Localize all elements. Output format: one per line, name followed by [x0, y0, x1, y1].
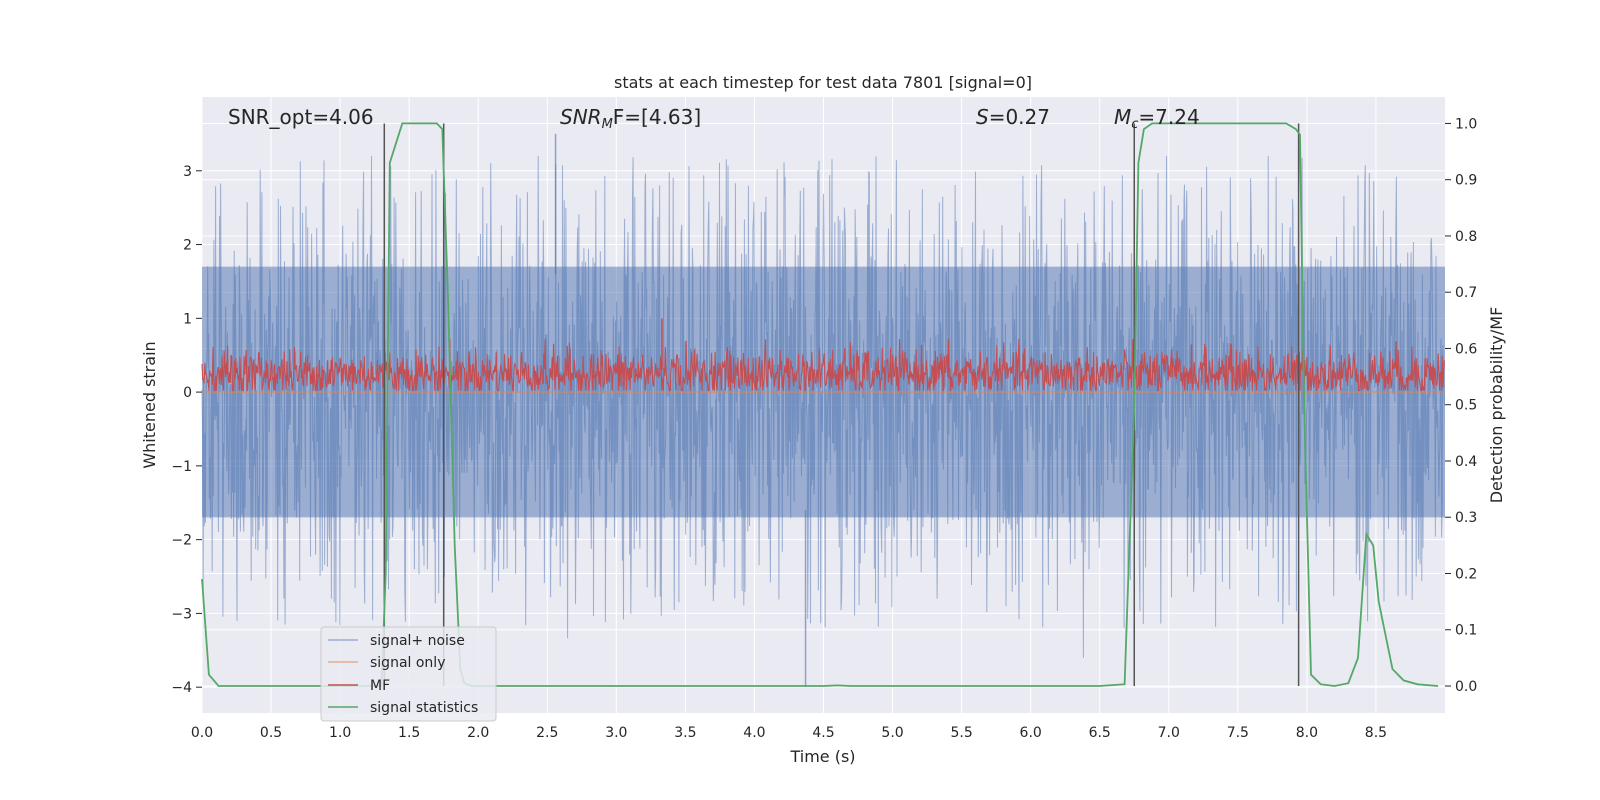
mc-label: M: [1114, 105, 1131, 129]
legend-label-statistics: signal statistics: [370, 700, 478, 716]
x-tick-label: 4.5: [812, 725, 834, 741]
y-axis-right-ticks: 0.0 0.1 0.2 0.3 0.4 0.5 0.6 0.7 0.8 0.9 1.0: [1445, 116, 1477, 695]
mf-series: [201, 318, 1445, 392]
y-right-tick-label: 0.2: [1455, 566, 1477, 582]
x-axis-label: Time (s): [789, 747, 855, 766]
x-tick-label: 7.5: [1227, 725, 1249, 741]
x-tick-label: 1.5: [398, 725, 420, 741]
legend-box: [320, 626, 497, 722]
x-tick-label: 4.0: [743, 725, 765, 741]
x-tick-label: 7.0: [1158, 725, 1180, 741]
y-left-tick-label: 0: [183, 385, 192, 401]
y-right-tick-label: 0.0: [1455, 679, 1477, 695]
y-right-tick-label: 0.5: [1455, 398, 1477, 414]
chart-title: stats at each timestep for test data 780…: [614, 73, 1032, 92]
snr-opt-annotation: SNR_opt=4.06: [228, 105, 374, 129]
y-left-tick-label: −1: [171, 459, 192, 475]
x-tick-label: 2.5: [536, 725, 558, 741]
y-right-tick-label: 1.0: [1455, 116, 1477, 132]
s-value: =0.27: [989, 105, 1050, 129]
x-tick-label: 6.0: [1020, 725, 1042, 741]
snr-mf-annotation: SNRMF=[4.63]: [560, 105, 701, 132]
y-right-tick-label: 0.4: [1455, 454, 1477, 470]
s-label: S: [976, 105, 989, 129]
y-left-tick-label: −4: [171, 680, 192, 696]
y-right-tick-label: 0.7: [1455, 285, 1477, 301]
x-tick-label: 0.5: [260, 725, 282, 741]
x-tick-label: 0.0: [191, 725, 213, 741]
y-left-tick-label: 1: [183, 311, 192, 327]
y-axis-right-label: Detection probability/MF: [1487, 307, 1506, 504]
signal-statistics-series: [201, 122, 1439, 687]
legend: signal+ noise signal only MF signal stat…: [320, 626, 497, 722]
mf-trace: [201, 338, 1445, 392]
signal-statistics-line: [201, 122, 1439, 687]
legend-label-mf: MF: [370, 678, 390, 694]
s-annotation: S=0.27: [976, 105, 1050, 129]
noise-trace: [201, 155, 1445, 658]
y-left-tick-label: −3: [171, 606, 192, 622]
y-left-tick-label: 3: [183, 164, 192, 180]
x-tick-label: 5.0: [881, 725, 903, 741]
mc-annotation: Mc=7.24: [1114, 105, 1200, 132]
mc-subscript: c: [1131, 117, 1138, 132]
y-left-tick-label: 2: [183, 238, 192, 254]
x-tick-label: 1.0: [329, 725, 351, 741]
y-right-tick-label: 0.3: [1455, 510, 1477, 526]
y-right-tick-label: 0.1: [1455, 623, 1477, 639]
snr-mf-label: SNR: [560, 105, 602, 129]
y-right-tick-label: 0.9: [1455, 173, 1477, 189]
snr-mf-value: F=[4.63]: [613, 105, 701, 129]
x-tick-label: 6.5: [1089, 725, 1111, 741]
y-axis-left-label: Whitened strain: [140, 341, 159, 468]
x-tick-label: 3.5: [674, 725, 696, 741]
y-right-tick-label: 0.8: [1455, 229, 1477, 245]
x-tick-label: 8.5: [1365, 725, 1387, 741]
snr-mf-subscript: M: [602, 117, 613, 132]
y-axis-left-ticks: −4 −3 −2 −1 0 1 2 3: [171, 164, 202, 696]
y-left-tick-label: −2: [171, 533, 192, 549]
legend-label-noise: signal+ noise: [370, 633, 465, 649]
x-tick-label: 2.0: [467, 725, 489, 741]
x-tick-label: 8.0: [1296, 725, 1318, 741]
x-axis-ticks: 0.0 0.5 1.0 1.5 2.0 2.5 3.0 3.5 4.0 4.5 5.0 5.5 6.0 6…: [191, 725, 1387, 741]
legend-label-signal-only: signal only: [370, 655, 445, 671]
y-right-tick-label: 0.6: [1455, 341, 1477, 357]
x-tick-label: 3.0: [605, 725, 627, 741]
x-tick-label: 5.5: [950, 725, 972, 741]
mc-value: =7.24: [1138, 105, 1199, 129]
